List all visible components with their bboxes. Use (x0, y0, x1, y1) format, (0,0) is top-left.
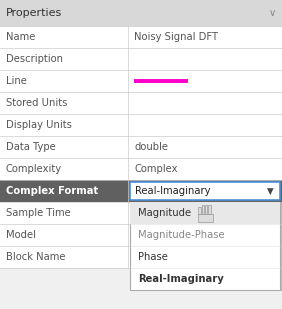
Bar (130, 182, 280, 200)
Text: Data Type: Data Type (6, 142, 56, 152)
Text: Complexity: Complexity (6, 164, 62, 174)
Text: Model: Model (6, 230, 36, 240)
Text: Magnitude-Phase: Magnitude-Phase (138, 230, 225, 240)
Bar (0, 26, 282, 48)
Bar (0, 48, 282, 70)
Bar (208, 205, 211, 214)
Text: Line: Line (6, 76, 27, 86)
Bar (0, 224, 282, 246)
Bar (130, 202, 280, 290)
Bar (0, 136, 282, 158)
Text: Real-Imaginary: Real-Imaginary (138, 274, 224, 284)
Bar (202, 205, 204, 214)
Text: Properties: Properties (6, 8, 62, 18)
Bar (198, 207, 201, 214)
Bar (130, 202, 280, 224)
Text: Display Units: Display Units (6, 120, 72, 130)
Bar (0, 0, 282, 26)
Text: Name: Name (6, 32, 35, 42)
Text: Noisy Signal DFT: Noisy Signal DFT (134, 32, 218, 42)
Text: Real-Imaginary: Real-Imaginary (135, 186, 211, 196)
Text: Sample Time: Sample Time (6, 208, 71, 218)
Bar (205, 205, 207, 214)
Bar (0, 92, 282, 114)
Text: double: double (134, 142, 168, 152)
Text: ▼: ▼ (267, 187, 273, 196)
Bar (0, 202, 282, 224)
Text: Phase: Phase (138, 252, 168, 262)
Bar (0, 70, 282, 92)
Bar (0, 246, 282, 268)
Bar (0, 180, 282, 202)
Text: Block Name: Block Name (6, 252, 65, 262)
Text: Stored Units: Stored Units (6, 98, 67, 108)
Bar (198, 214, 213, 222)
Bar (0, 158, 282, 180)
Bar (131, 202, 282, 291)
Text: Magnitude: Magnitude (138, 208, 191, 218)
Text: Complex Format: Complex Format (6, 186, 98, 196)
Bar (0, 114, 282, 136)
Text: Description: Description (6, 54, 63, 64)
Text: ∨: ∨ (269, 8, 276, 18)
Text: Complex: Complex (134, 164, 178, 174)
